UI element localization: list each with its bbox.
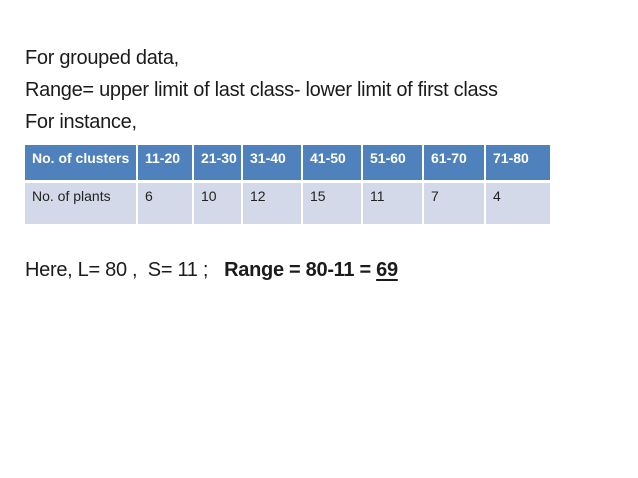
table-data-cell-4: 15 [301,181,362,224]
table-header-cell-class-3: 31-40 [241,145,302,183]
table-data-cell-3: 12 [241,181,302,224]
table-data-cell-2: 10 [192,181,242,224]
table-header-cell-clusters: No. of clusters [25,145,137,183]
text-for-instance: For instance, [25,111,137,133]
result-line: Here, L= 80 , S= 11 ; Range = 80-11 = 69 [25,259,398,282]
table-header-cell-class-6: 61-70 [422,145,485,183]
table-header-cell-class-7: 71-80 [484,145,550,183]
text-grouped-data: For grouped data, [25,47,179,69]
table-header-cell-class-1: 11-20 [136,145,193,183]
table-data-cell-6: 7 [422,181,485,224]
table-header-row: No. of clusters 11-20 21-30 31-40 41-50 … [25,145,550,183]
text-range-formula: Range= upper limit of last class- lower … [25,79,498,101]
range-calculation: Range = 80-11 = [224,259,377,281]
table-data-cell-5: 11 [361,181,423,224]
table-data-row: No. of plants 6 10 12 15 11 7 4 [25,181,550,224]
result-prefix: Here, L= 80 , S= 11 ; [25,259,209,281]
table-header-cell-class-5: 51-60 [361,145,423,183]
range-value: 69 [376,259,398,281]
table-data-cell-1: 6 [136,181,193,224]
table-header-cell-class-4: 41-50 [301,145,362,183]
table-data-cell-7: 4 [484,181,550,224]
table-row-label: No. of plants [25,181,137,224]
table-header-cell-class-2: 21-30 [192,145,242,183]
frequency-table: No. of clusters 11-20 21-30 31-40 41-50 … [25,145,550,224]
